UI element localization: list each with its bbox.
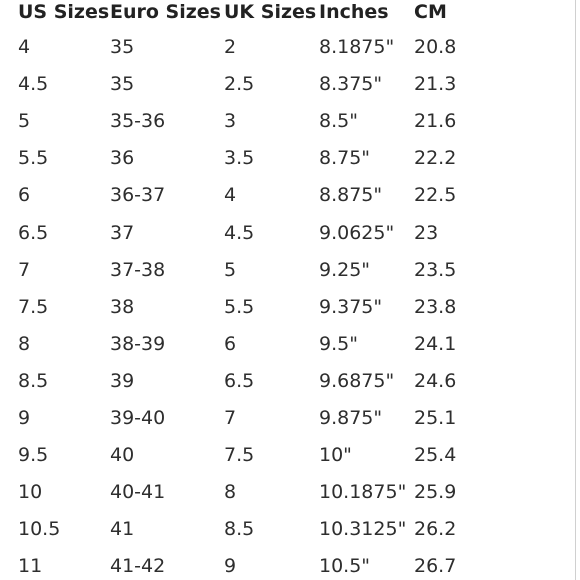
cell-us-size: 9.5 <box>18 444 49 466</box>
cell-inches: 8.5" <box>319 110 358 132</box>
cell-cm: 24.6 <box>414 370 457 392</box>
cell-us-size: 8.5 <box>18 370 49 392</box>
cell-euro-size: 36-37 <box>110 184 166 206</box>
cell-inches: 9.375" <box>319 296 383 318</box>
cell-cm: 23 <box>414 222 439 244</box>
cell-uk-size: 5 <box>224 259 237 281</box>
cell-inches: 9.5" <box>319 333 358 355</box>
cell-euro-size: 39-40 <box>110 407 166 429</box>
column-header-us-size: US Sizes <box>18 1 110 23</box>
cell-uk-size: 7.5 <box>224 444 255 466</box>
cell-us-size: 9 <box>18 407 31 429</box>
cell-euro-size: 38-39 <box>110 333 166 355</box>
cell-uk-size: 8 <box>224 481 237 503</box>
cell-cm: 25.9 <box>414 481 457 503</box>
cell-euro-size: 35 <box>110 73 135 95</box>
cell-cm: 21.6 <box>414 110 457 132</box>
cell-inches: 9.0625" <box>319 222 395 244</box>
cell-us-size: 4.5 <box>18 73 49 95</box>
cell-uk-size: 4.5 <box>224 222 255 244</box>
cell-inches: 8.1875" <box>319 36 395 58</box>
cell-us-size: 5 <box>18 110 31 132</box>
cell-euro-size: 37-38 <box>110 259 166 281</box>
cell-cm: 25.4 <box>414 444 457 466</box>
cell-uk-size: 2 <box>224 36 237 58</box>
cell-inches: 10.1875" <box>319 481 407 503</box>
cell-inches: 9.25" <box>319 259 371 281</box>
cell-euro-size: 39 <box>110 370 135 392</box>
cell-uk-size: 3.5 <box>224 147 255 169</box>
cell-us-size: 11 <box>18 555 43 577</box>
cell-euro-size: 41 <box>110 518 135 540</box>
cell-uk-size: 3 <box>224 110 237 132</box>
cell-inches: 10" <box>319 444 352 466</box>
cell-uk-size: 8.5 <box>224 518 255 540</box>
column-header-cm: CM <box>414 1 447 23</box>
cell-uk-size: 9 <box>224 555 237 577</box>
cell-uk-size: 6.5 <box>224 370 255 392</box>
cell-cm: 22.2 <box>414 147 457 169</box>
cell-uk-size: 7 <box>224 407 237 429</box>
cell-uk-size: 2.5 <box>224 73 255 95</box>
cell-uk-size: 4 <box>224 184 237 206</box>
cell-us-size: 5.5 <box>18 147 49 169</box>
cell-euro-size: 35-36 <box>110 110 166 132</box>
cell-cm: 23.5 <box>414 259 457 281</box>
cell-cm: 22.5 <box>414 184 457 206</box>
cell-uk-size: 6 <box>224 333 237 355</box>
cell-inches: 9.875" <box>319 407 383 429</box>
cell-euro-size: 41-42 <box>110 555 166 577</box>
cell-inches: 10.3125" <box>319 518 407 540</box>
cell-us-size: 6.5 <box>18 222 49 244</box>
column-header-euro-size: Euro Sizes <box>110 1 221 23</box>
cell-us-size: 10.5 <box>18 518 61 540</box>
cell-inches: 8.375" <box>319 73 383 95</box>
cell-euro-size: 40 <box>110 444 135 466</box>
cell-inches: 9.6875" <box>319 370 395 392</box>
cell-us-size: 7.5 <box>18 296 49 318</box>
cell-euro-size: 35 <box>110 36 135 58</box>
cell-us-size: 4 <box>18 36 31 58</box>
cell-cm: 26.2 <box>414 518 457 540</box>
cell-euro-size: 40-41 <box>110 481 166 503</box>
cell-cm: 25.1 <box>414 407 457 429</box>
cell-us-size: 10 <box>18 481 43 503</box>
cell-uk-size: 5.5 <box>224 296 255 318</box>
cell-euro-size: 37 <box>110 222 135 244</box>
right-edge-line <box>575 0 576 580</box>
cell-us-size: 6 <box>18 184 31 206</box>
cell-inches: 8.75" <box>319 147 371 169</box>
cell-inches: 10.5" <box>319 555 371 577</box>
cell-cm: 26.7 <box>414 555 457 577</box>
cell-us-size: 8 <box>18 333 31 355</box>
column-header-uk-size: UK Sizes <box>224 1 317 23</box>
cell-cm: 23.8 <box>414 296 457 318</box>
cell-euro-size: 38 <box>110 296 135 318</box>
cell-cm: 21.3 <box>414 73 457 95</box>
cell-euro-size: 36 <box>110 147 135 169</box>
column-header-inches: Inches <box>319 1 389 23</box>
cell-inches: 8.875" <box>319 184 383 206</box>
cell-us-size: 7 <box>18 259 31 281</box>
cell-cm: 20.8 <box>414 36 457 58</box>
cell-cm: 24.1 <box>414 333 457 355</box>
